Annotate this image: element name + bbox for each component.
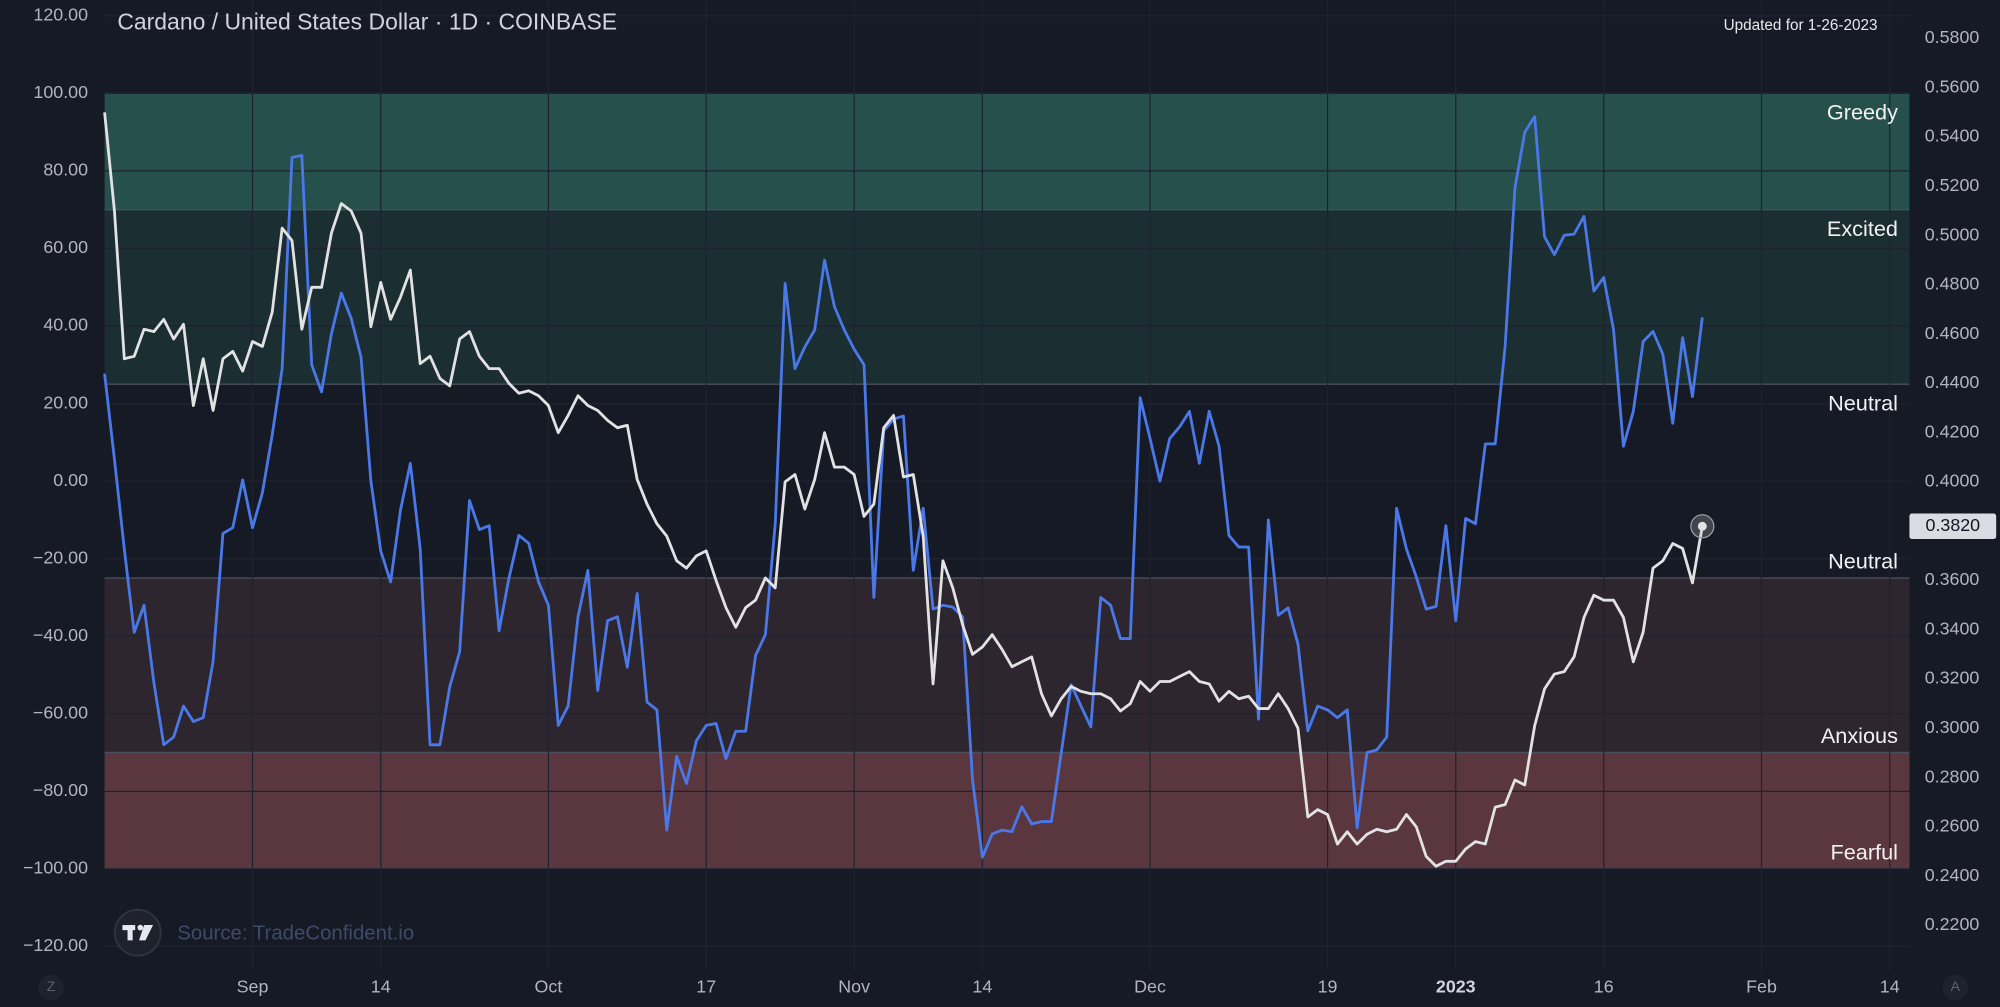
x-tick-label: 14 (972, 976, 992, 996)
zone (104, 578, 1910, 753)
logo-circle (113, 908, 162, 957)
x-tick-label: Sep (237, 976, 269, 996)
x-tick-label: 19 (1318, 976, 1338, 996)
x-tick-label: Nov (838, 976, 870, 996)
zone-label: Fearful (1831, 839, 1898, 864)
x-tick-label: 2023 (1436, 976, 1476, 996)
y-tick-label: −40.00 (33, 625, 88, 645)
zone-label: Anxious (1821, 723, 1898, 748)
y2-tick-label: 0.4800 (1925, 274, 1980, 294)
logo (113, 908, 162, 957)
grid (104, 0, 1910, 970)
y2-tick-label: 0.3000 (1925, 717, 1980, 737)
zone (104, 752, 1910, 869)
button-label[interactable]: A (1951, 978, 1961, 994)
logo-shape (139, 925, 154, 941)
y-tick-label: 100.00 (33, 82, 88, 102)
y2-tick-label: 0.5200 (1925, 175, 1980, 195)
y-tick-label: 80.00 (43, 160, 88, 180)
y2-tick-label: 0.3200 (1925, 668, 1980, 688)
button[interactable] (1942, 974, 1969, 1001)
y-tick-label: 120.00 (33, 5, 88, 25)
y2-tick-label: 0.2600 (1925, 816, 1980, 836)
x-tick-label: Feb (1746, 976, 1777, 996)
last-value-label: 0.3820 (1926, 515, 1981, 535)
y2-tick-label: 0.4200 (1925, 421, 1980, 441)
zone (104, 93, 1910, 210)
y-tick-label: −100.00 (23, 858, 88, 878)
button-label[interactable]: Z (47, 978, 56, 994)
zone-label: Excited (1827, 216, 1898, 241)
last-point (1697, 521, 1707, 531)
y2-tick-label: 0.2400 (1925, 865, 1980, 885)
y2-tick-label: 0.2800 (1925, 766, 1980, 786)
series-line (103, 112, 1704, 868)
y2-tick-label: 0.3400 (1925, 618, 1980, 638)
zone (104, 209, 1910, 385)
zone-label: Neutral (1828, 548, 1898, 573)
y2-tick-label: 0.3600 (1925, 569, 1980, 589)
y-tick-label: −120.00 (23, 935, 88, 955)
y-tick-label: 0.00 (53, 470, 88, 490)
y-tick-label: 20.00 (43, 392, 88, 412)
y-tick-label: −20.00 (33, 547, 88, 567)
button[interactable] (38, 974, 64, 1001)
y2-tick-label: 0.5400 (1925, 126, 1980, 146)
logo-shape (137, 924, 144, 931)
y2-tick-label: 0.4000 (1925, 471, 1980, 491)
x-tick-label: 16 (1594, 976, 1614, 996)
chart-title: Cardano / United States Dollar · 1D · CO… (117, 8, 617, 34)
y2-tick-label: 0.4400 (1925, 372, 1980, 392)
y-tick-label: 60.00 (43, 237, 88, 257)
y-tick-label: 40.00 (43, 315, 88, 335)
zone-label: Neutral (1828, 390, 1898, 415)
y2-tick-label: 0.5600 (1925, 76, 1980, 96)
zones (104, 92, 1910, 870)
y2-tick-label: 0.2200 (1925, 914, 1980, 934)
x-tick-label: 14 (1880, 976, 1900, 996)
x-tick-label: 17 (696, 976, 716, 996)
x-tick-label: Dec (1134, 976, 1166, 996)
update-note: Updated for 1-26-2023 (1724, 17, 1878, 34)
x-tick-label: 14 (371, 976, 391, 996)
labels: Greedy Excited Neutral Neutral Anxious Fearfu… (23, 5, 1997, 996)
y2-tick-label: 0.5800 (1925, 27, 1980, 47)
y-tick-label: −80.00 (33, 780, 88, 800)
lines (103, 112, 1715, 868)
y2-tick-label: 0.5000 (1925, 224, 1980, 244)
logo-shape (127, 925, 133, 941)
zone-label: Greedy (1827, 100, 1898, 125)
y2-tick-label: 0.4600 (1925, 323, 1980, 343)
x-tick-label: Oct (535, 976, 563, 996)
last-value-box (1909, 513, 1997, 540)
source: Source: TradeConfident.io (177, 922, 414, 944)
series-line (103, 115, 1704, 859)
y-tick-label: −60.00 (33, 702, 88, 722)
